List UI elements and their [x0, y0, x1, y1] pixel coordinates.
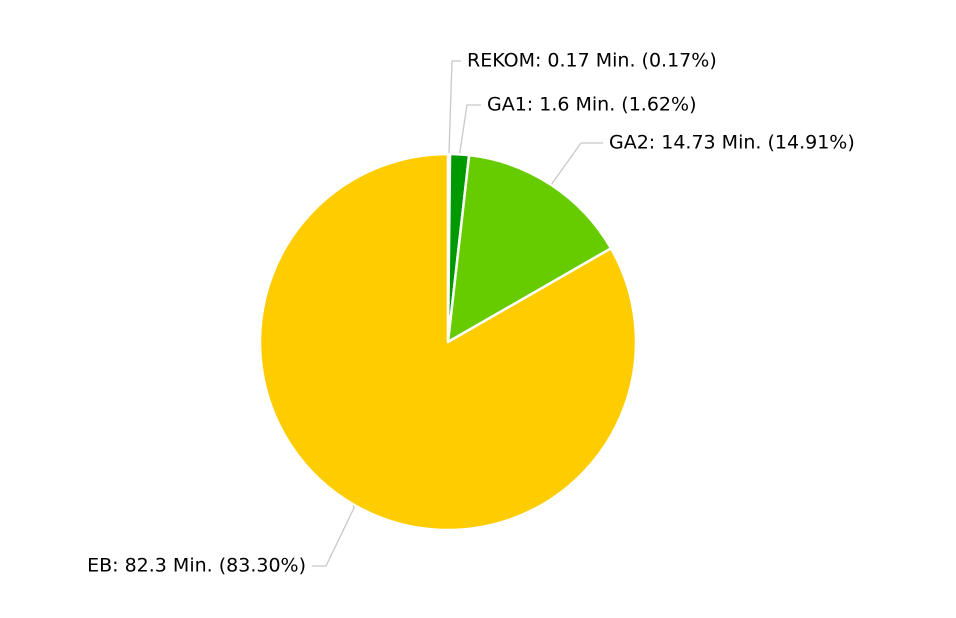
slice-labels: REKOM: 0.17 Min. (0.17%) GA1: 1.6 Min. (1…: [87, 50, 855, 577]
slice-label-rekom: REKOM: 0.17 Min. (0.17%): [467, 50, 717, 72]
pie-slice-ga2[interactable]: [446, 153, 613, 344]
connector-rekom: [448, 60, 461, 154]
connector-eb: [312, 505, 355, 567]
slice-label-ga1: GA1: 1.6 Min. (1.62%): [487, 94, 696, 116]
label-connectors: [312, 60, 603, 567]
slice-label-ga2: GA2: 14.73 Min. (14.91%): [609, 132, 855, 154]
connector-ga2: [551, 142, 603, 185]
connector-ga1: [459, 104, 481, 154]
pie-slice-eb[interactable]: [258, 152, 638, 532]
pie-slices: [258, 152, 638, 532]
slice-label-eb: EB: 82.3 Min. (83.30%): [87, 555, 306, 577]
